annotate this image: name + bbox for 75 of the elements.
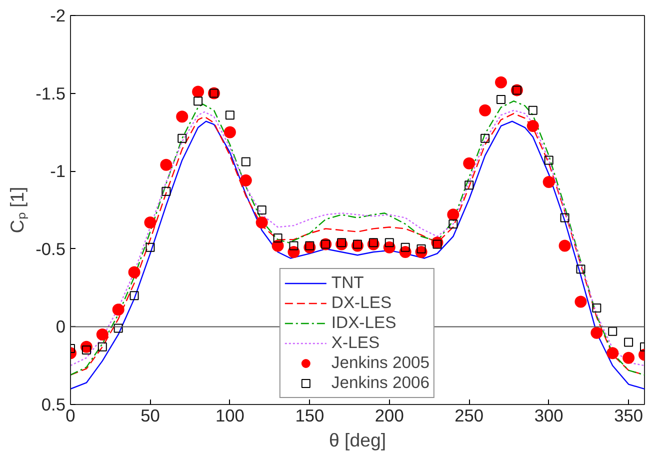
point [576,264,586,274]
y-tick-label: -2 [50,6,66,26]
point [542,176,555,188]
point [526,120,539,132]
y-tick-label: -1 [50,161,66,182]
point [432,240,442,249]
y-tick-label: 0 [56,316,66,337]
point [416,244,426,254]
legend-label: DX-LES [331,293,392,313]
point [606,347,619,360]
point [353,240,362,249]
x-axis-title: θ [deg] [328,430,386,450]
point [160,158,172,171]
point [146,242,155,252]
point [112,304,124,316]
legend-label: X-LES [331,333,380,353]
x-tick-label: 200 [374,406,404,426]
point [368,238,378,248]
point [463,157,476,170]
point [82,346,91,355]
x-tick-label: 50 [140,406,160,426]
y-tick-label: -1.5 [36,83,66,104]
point [464,180,474,190]
point [480,134,490,143]
y-tick-label: 0.5 [41,394,66,414]
point [558,240,571,252]
x-tick-label: 300 [534,406,564,426]
point [257,206,266,214]
point [162,186,171,196]
point [98,342,107,352]
point [560,213,570,222]
x-tick-label: 150 [295,406,324,426]
point [574,296,587,308]
point [590,326,603,339]
y-tick-label: -0.5 [36,238,66,259]
point [130,291,139,300]
point [256,216,268,228]
point [144,216,156,228]
point [384,238,394,248]
point [448,220,458,229]
point [225,110,234,120]
x-tick-label: 350 [614,406,644,426]
point [622,352,635,364]
point [337,238,346,248]
point [289,241,298,250]
point [495,76,507,88]
x-tick-label: 100 [215,406,244,426]
legend-label: Jenkins 2006 [331,373,430,393]
point [272,240,284,252]
legend-label: IDX-LES [331,313,396,333]
point [305,241,314,250]
point [496,95,506,104]
point [176,110,188,123]
point [592,304,602,313]
point [544,156,554,165]
point [192,86,204,98]
point [240,174,252,186]
point [224,126,236,138]
point [128,266,140,278]
point [608,326,618,336]
point [241,157,250,166]
y-axis-title: Cₚ [1] [6,186,29,234]
legend-label: TNT [331,273,364,293]
point [479,104,492,116]
point [528,106,538,115]
point [178,134,187,143]
point [400,242,410,252]
point [194,96,203,106]
point [447,208,460,221]
legend-label: Jenkins 2005 [331,353,430,373]
point [273,234,282,243]
point [114,324,123,333]
x-tick-label: 250 [454,406,484,426]
point [96,328,108,340]
point [624,338,634,347]
